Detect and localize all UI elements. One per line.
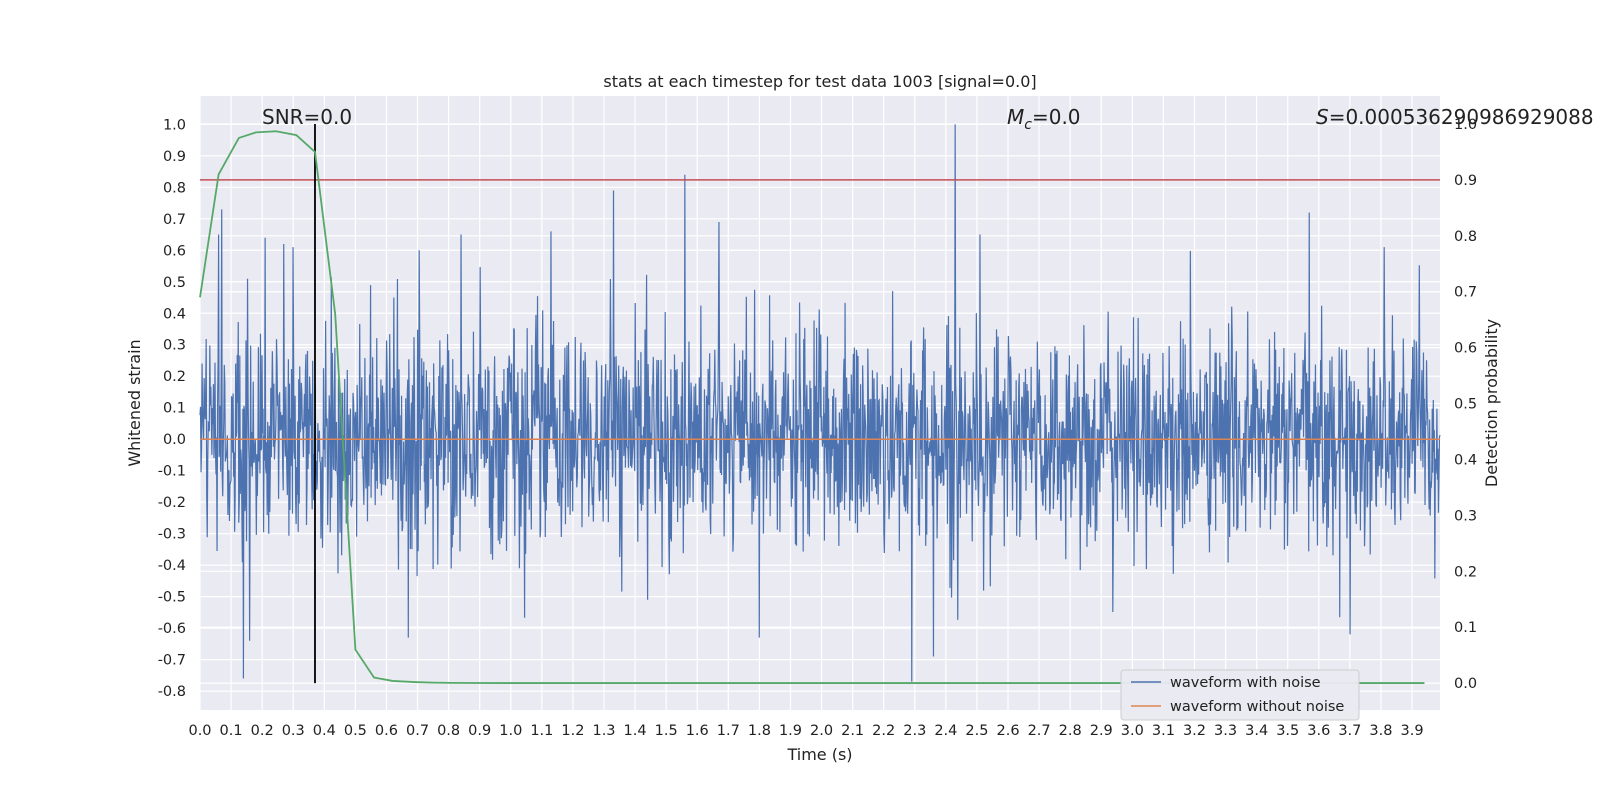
- y-tick-labels: -0.8 -0.7 -0.6 -0.5 -0.4 -0.3 -0.2 -0.1 0.0 0.1 0.…: [158, 117, 186, 700]
- x-tick-label: 0.2: [251, 723, 274, 739]
- x-tick-label: 3.4: [1245, 723, 1268, 739]
- chirp-mass-annotation: Mc=0.0: [1007, 105, 1081, 133]
- x-tick-label: 3.8: [1369, 723, 1392, 739]
- x-tick-label: 3.0: [1121, 723, 1144, 739]
- y-tick-label: -0.7: [158, 653, 186, 669]
- s-annotation: S=0.000536290986929088: [1316, 105, 1594, 129]
- y-tick-label: 0.0: [163, 432, 186, 448]
- y2-tick-labels: 0.0 0.1 0.2 0.3 0.4 0.5 0.6 0.7 0.8 0.9 1.0: [1454, 117, 1477, 692]
- y-tick-label: -0.3: [158, 527, 186, 543]
- x-tick-label: 3.1: [1152, 723, 1175, 739]
- y2-tick-label: 0.9: [1454, 173, 1477, 189]
- x-tick-label: 1.2: [561, 723, 584, 739]
- y2-tick-label: 0.7: [1454, 285, 1477, 301]
- detection-probability-line: [199, 130, 1425, 684]
- y-tick-label: 0.6: [163, 243, 186, 259]
- y2-axis-label: Detection probability: [1482, 319, 1501, 487]
- x-tick-label: 0.8: [437, 723, 460, 739]
- noise-waveform-line: [199, 124, 1441, 682]
- legend-box: [1120, 669, 1360, 721]
- y-tick-label: -0.1: [158, 464, 186, 480]
- y-tick-label: 0.5: [163, 275, 186, 291]
- x-tick-label: 1.5: [655, 723, 678, 739]
- chart-title: stats at each timestep for test data 100…: [603, 72, 1036, 91]
- y-tick-label: 0.1: [163, 401, 186, 417]
- x-axis-label: Time (s): [786, 745, 852, 764]
- x-tick-label: 3.7: [1338, 723, 1361, 739]
- y2-tick-label: 0.6: [1454, 341, 1477, 357]
- x-tick-label: 3.3: [1214, 723, 1237, 739]
- x-tick-label: 3.9: [1400, 723, 1423, 739]
- x-tick-label: 0.3: [282, 723, 305, 739]
- x-tick-label: 0.5: [344, 723, 367, 739]
- x-tick-label: 3.6: [1307, 723, 1330, 739]
- y-tick-label: -0.8: [158, 684, 186, 700]
- legend: waveform with noise waveform without noi…: [1120, 669, 1360, 721]
- x-tick-label: 0.1: [220, 723, 243, 739]
- x-tick-label: 2.9: [1090, 723, 1113, 739]
- x-tick-label: 1.7: [717, 723, 740, 739]
- x-tick-label: 2.5: [965, 723, 988, 739]
- x-tick-label: 2.7: [1028, 723, 1051, 739]
- x-tick-label: 2.1: [841, 723, 864, 739]
- y2-tick-label: 0.2: [1454, 564, 1477, 580]
- x-tick-label: 2.2: [872, 723, 895, 739]
- y-tick-label: 0.3: [163, 338, 186, 354]
- y2-tick-label: 0.1: [1454, 620, 1477, 636]
- y2-tick-label: 0.8: [1454, 229, 1477, 245]
- overlay-lines: [199, 123, 1440, 684]
- y-tick-label: 1.0: [163, 117, 186, 133]
- x-tick-label: 0.6: [375, 723, 398, 739]
- x-tick-label: 0.7: [406, 723, 429, 739]
- legend-label-clean: waveform without noise: [1170, 699, 1344, 715]
- y-tick-label: 0.7: [163, 212, 186, 228]
- x-tick-labels: 0.0 0.1 0.2 0.3 0.4 0.5 0.6 0.7 0.8 0.9 1.0 1.1 1.2 1…: [188, 723, 1423, 739]
- y-tick-label: -0.6: [158, 621, 186, 637]
- y-tick-label: -0.5: [158, 590, 186, 606]
- y-tick-label: -0.4: [158, 558, 186, 574]
- x-tick-label: 1.8: [748, 723, 771, 739]
- x-tick-label: 0.0: [188, 723, 211, 739]
- x-tick-label: 0.9: [468, 723, 491, 739]
- y2-tick-label: 0.5: [1454, 397, 1477, 413]
- noise-series: [199, 124, 1441, 682]
- y-tick-label: 0.2: [163, 369, 186, 385]
- y2-tick-label: 0.0: [1454, 676, 1477, 692]
- legend-label-noise: waveform with noise: [1170, 675, 1321, 691]
- y2-tick-label: 0.3: [1454, 508, 1477, 524]
- x-tick-label: 0.4: [313, 723, 336, 739]
- x-tick-label: 2.4: [934, 723, 957, 739]
- x-tick-label: 1.3: [592, 723, 615, 739]
- y-tick-label: -0.2: [158, 495, 186, 511]
- y-axis-label: Whitened strain: [125, 339, 144, 466]
- snr-annotation: SNR=0.0: [262, 105, 352, 129]
- x-tick-label: 1.0: [499, 723, 522, 739]
- y2-tick-label: 1.0: [1454, 117, 1477, 133]
- x-tick-label: 1.1: [530, 723, 553, 739]
- x-tick-label: 2.6: [996, 723, 1019, 739]
- y-tick-label: 0.8: [163, 180, 186, 196]
- y-tick-label: 0.4: [163, 306, 186, 322]
- y-tick-label: 0.9: [163, 149, 186, 165]
- x-tick-label: 1.6: [686, 723, 709, 739]
- x-tick-label: 2.3: [903, 723, 926, 739]
- x-tick-label: 1.9: [779, 723, 802, 739]
- x-tick-label: 1.4: [624, 723, 647, 739]
- x-tick-label: 3.5: [1276, 723, 1299, 739]
- x-tick-label: 2.8: [1059, 723, 1082, 739]
- y2-tick-label: 0.4: [1454, 452, 1477, 468]
- x-tick-label: 3.2: [1183, 723, 1206, 739]
- x-tick-label: 2.0: [810, 723, 833, 739]
